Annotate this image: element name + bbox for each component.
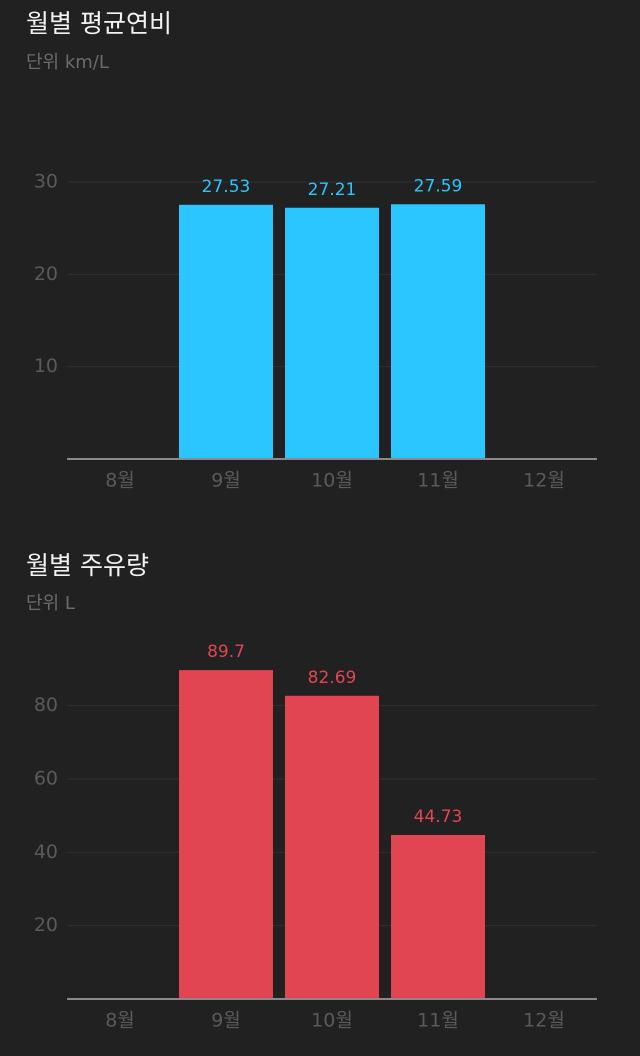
x-tick-label: 11월 bbox=[417, 470, 459, 492]
x-tick-label: 12월 bbox=[523, 1010, 565, 1032]
value-label: 27.59 bbox=[414, 176, 463, 196]
value-label: 82.69 bbox=[308, 668, 357, 688]
chart-subtitle: 단위 L bbox=[26, 593, 75, 614]
y-tick-label: 20 bbox=[34, 263, 58, 285]
x-tick-label: 9월 bbox=[211, 470, 241, 492]
value-label: 27.53 bbox=[202, 177, 251, 197]
y-tick-label: 30 bbox=[34, 171, 58, 193]
y-tick-label: 10 bbox=[34, 355, 58, 377]
bar bbox=[179, 670, 273, 999]
bar bbox=[285, 695, 379, 999]
bar bbox=[179, 204, 273, 459]
x-tick-label: 10월 bbox=[311, 470, 353, 492]
bar bbox=[391, 204, 485, 459]
value-label: 89.7 bbox=[207, 642, 245, 662]
y-tick-label: 40 bbox=[34, 841, 58, 863]
chart-subtitle: 단위 km/L bbox=[26, 52, 109, 73]
y-tick-label: 60 bbox=[34, 768, 58, 790]
x-tick-label: 12월 bbox=[523, 470, 565, 492]
chart-title: 월별 주유량 bbox=[26, 551, 149, 580]
x-tick-label: 10월 bbox=[311, 1010, 353, 1032]
bar bbox=[285, 207, 379, 459]
x-tick-label: 9월 bbox=[211, 1010, 241, 1032]
y-tick-label: 20 bbox=[34, 914, 58, 936]
x-tick-label: 11월 bbox=[417, 1010, 459, 1032]
value-label: 44.73 bbox=[414, 807, 463, 827]
chart-title: 월별 평균연비 bbox=[26, 9, 172, 38]
value-label: 27.21 bbox=[308, 180, 357, 200]
bar bbox=[391, 834, 485, 999]
x-tick-label: 8월 bbox=[105, 1010, 135, 1032]
y-tick-label: 80 bbox=[34, 694, 58, 716]
x-tick-label: 8월 bbox=[105, 470, 135, 492]
